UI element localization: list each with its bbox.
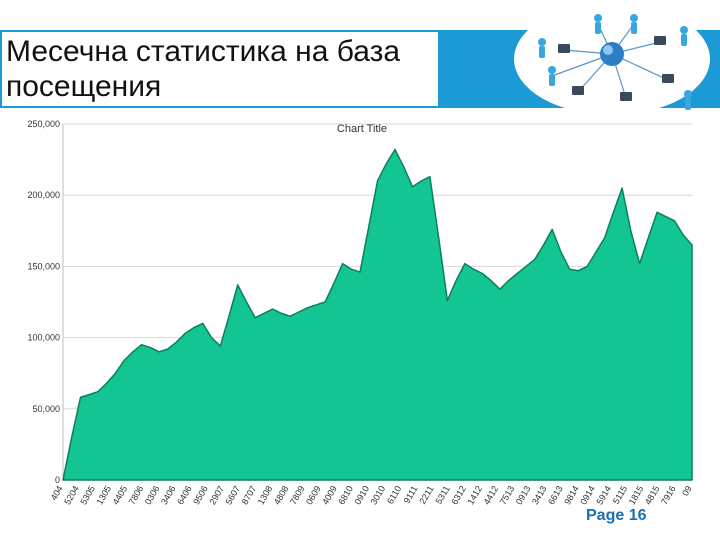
x-tick-label: 9506 [191,484,210,506]
x-tick-label: 9111 [402,484,420,505]
x-tick-label: 6312 [449,484,468,506]
x-tick-label: 1412 [465,484,484,506]
visits-area-series [62,148,693,481]
x-tick-label: 5305 [78,484,97,506]
x-tick-label: 2211 [417,484,435,506]
x-tick-label: 7806 [127,484,146,506]
x-tick-label: 0609 [304,484,323,506]
y-tick-label: 150,000 [27,261,60,271]
x-tick-label: 5115 [611,484,629,506]
x-tick-label: 5204 [62,484,81,506]
x-tick-label: 5914 [594,484,613,506]
x-tick-label: 1308 [256,484,275,506]
x-tick-label: 6406 [175,484,194,506]
slide-header: Месечна статистика на база посещения [0,0,720,118]
x-tick-label: 4405 [111,484,130,506]
x-tick-label: 5311 [433,484,451,506]
x-tick-label: 2907 [207,484,226,506]
area-chart: 0 50,000 100,000 150,000 200,000 250,000 4045… [27,119,694,506]
x-tick-label: 7809 [288,484,307,506]
x-tick-label: 9814 [562,484,581,506]
y-tick-label: 200,000 [27,190,60,200]
x-tick-label: 09 [680,484,694,498]
x-tick-label: 6110 [385,484,403,506]
y-tick-label: 0 [55,475,60,485]
x-tick-label: 7916 [659,484,678,506]
x-tick-label: 6613 [546,484,565,506]
x-tick-label: 3406 [159,484,178,506]
x-tick-label: 4815 [643,484,662,506]
x-tick-label: 1305 [94,484,113,506]
y-tick-layer: 0 50,000 100,000 150,000 200,000 250,000 [27,119,60,485]
x-tick-label: 8707 [240,484,259,506]
x-tick-label: 5607 [223,484,242,506]
x-tick-label: 3010 [369,484,388,506]
y-tick-label: 100,000 [27,333,60,343]
network-people-icon [514,3,710,115]
x-tick-layer: 4045204530513054405780603063406640695062… [49,484,694,506]
x-tick-label: 4412 [482,484,501,506]
x-tick-label: 4808 [272,484,291,506]
y-tick-label: 50,000 [32,404,60,414]
x-tick-label: 7513 [498,484,517,506]
slide-title: Месечна статистика на база посещения [6,35,401,103]
x-tick-label: 0910 [352,484,371,506]
x-tick-label: 4009 [320,484,339,506]
y-tick-label: 250,000 [27,119,60,129]
title-box [2,32,438,106]
x-tick-label: 0913 [514,484,533,506]
x-tick-label: 1815 [627,484,646,506]
x-tick-label: 3413 [530,484,549,506]
x-tick-label: 0306 [143,484,162,506]
x-tick-label: 6810 [336,484,355,506]
chart-title: Chart Title [337,123,387,135]
page-number: Page 16 [586,507,647,524]
x-tick-label: 0914 [578,484,597,506]
area-layer [62,148,693,481]
chart-area: 0 50,000 100,000 150,000 200,000 250,000 404 5… [0,112,720,540]
